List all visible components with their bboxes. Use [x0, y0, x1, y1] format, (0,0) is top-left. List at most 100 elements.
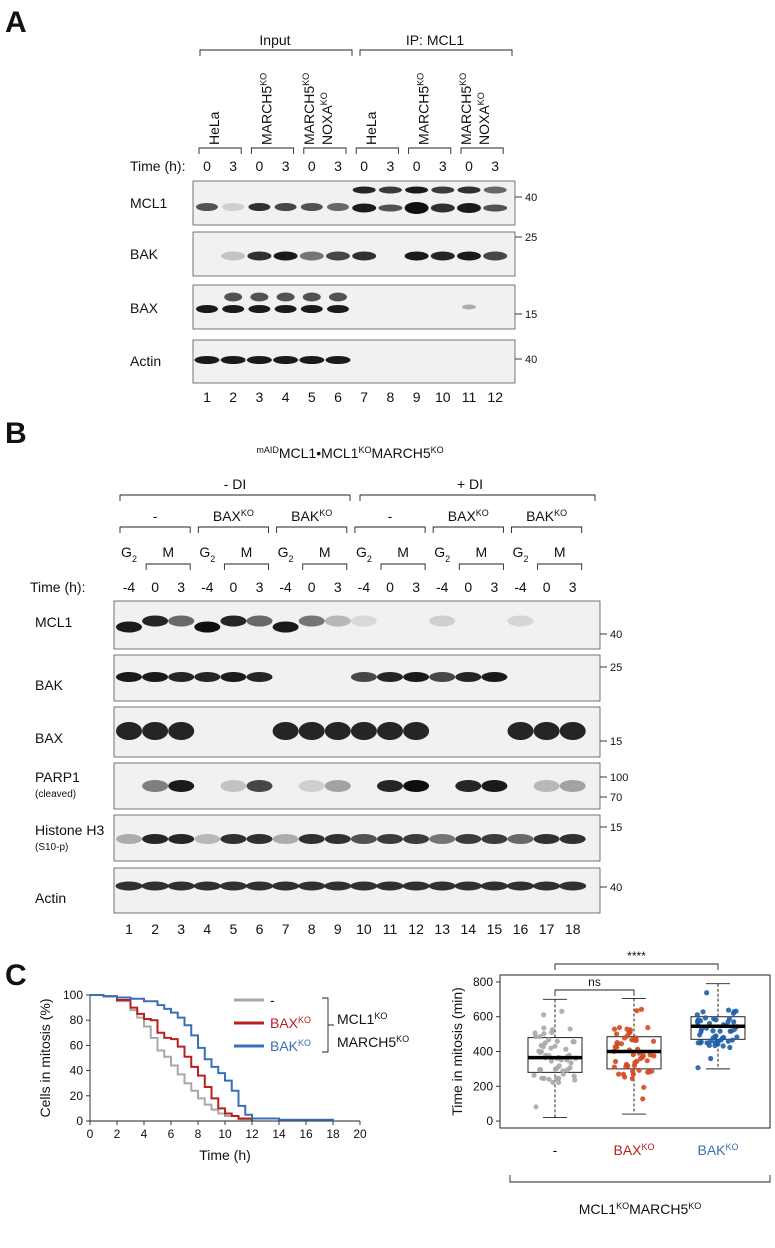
- lane-number-a: 6: [334, 389, 342, 405]
- box-dot: [734, 1034, 740, 1040]
- cell-line-label-2: MARCH5KO: [301, 73, 317, 145]
- phase-m-label: M: [476, 544, 488, 560]
- cell-line-label-3: NOXAKO: [319, 92, 335, 145]
- lane-pair-bracket: [303, 147, 347, 154]
- box-dot: [537, 1049, 544, 1055]
- box-dot: [541, 1025, 547, 1031]
- b-h3-band: [481, 834, 508, 844]
- survival-x-tick-label: 14: [272, 1127, 286, 1141]
- box-dot: [531, 1072, 537, 1078]
- b-parp1-band: [298, 780, 325, 792]
- blot-sublabel-b-4: (S10-p): [35, 842, 68, 853]
- b-h3-band: [324, 834, 351, 844]
- lane-number-a: 8: [387, 389, 395, 405]
- box-dot: [546, 1037, 552, 1043]
- b-bax-band: [350, 722, 377, 740]
- box-dot: [554, 1038, 560, 1044]
- b-h3-band: [194, 834, 221, 844]
- box-category-2: BAKKO: [697, 1142, 738, 1158]
- mcl1-band: [222, 203, 245, 211]
- bracket-ip: [359, 49, 513, 56]
- b-bak-band: [350, 672, 377, 682]
- box-group-bracket: [509, 1175, 771, 1183]
- treatment-minus-di: - DI: [224, 476, 247, 492]
- box-dot: [720, 1035, 726, 1041]
- phase-m-label: M: [162, 544, 174, 560]
- cell-line-label-6: MARCH5KO: [458, 73, 474, 145]
- time-value-a: 3: [387, 158, 395, 174]
- box-dot: [638, 1006, 645, 1012]
- b-bak-band: [246, 672, 273, 682]
- box-dot: [717, 1028, 723, 1034]
- box-dot: [706, 1042, 712, 1049]
- blot-label-b-2: BAX: [35, 730, 64, 746]
- survival-x-tick-label: 2: [114, 1127, 121, 1141]
- lane-number-a: 12: [487, 389, 503, 405]
- box-dot: [572, 1077, 578, 1083]
- box-dot: [645, 1069, 651, 1075]
- mw-marker-b: 100: [610, 772, 628, 784]
- box-dot: [640, 1096, 646, 1102]
- actin-band: [299, 356, 325, 364]
- mw-marker: 25: [525, 232, 537, 244]
- bax-lower-band: [248, 305, 271, 313]
- box-dot: [720, 1043, 726, 1049]
- b-parp1-band: [246, 780, 273, 792]
- b-mcl1-band: [429, 615, 456, 627]
- b-actin-band: [167, 881, 195, 891]
- box-dot: [611, 1026, 618, 1032]
- bak-band: [430, 251, 455, 261]
- blot-b-3: [113, 762, 601, 810]
- b-bax-band: [142, 722, 169, 740]
- bax-faint-band: [462, 304, 476, 310]
- blot-label-b-5: Actin: [35, 890, 66, 906]
- actin-band: [246, 356, 272, 364]
- box-dot: [550, 1079, 556, 1085]
- bracket-input: [199, 49, 353, 56]
- genotype-label-3: -: [388, 508, 393, 524]
- survival-y-tick-label: 60: [70, 1038, 84, 1052]
- lane-number-b: 9: [334, 921, 342, 937]
- time-value-b: 0: [230, 579, 238, 595]
- b-mcl1-band: [298, 615, 325, 627]
- survival-curve-1: [90, 994, 253, 1121]
- box-dot: [533, 1104, 539, 1110]
- time-value-b: 0: [464, 579, 472, 595]
- lane-number-b: 14: [461, 921, 477, 937]
- b-actin-band: [454, 881, 482, 891]
- b-mcl1-band: [142, 615, 169, 627]
- time-value-a: 0: [203, 158, 211, 174]
- lane-number-b: 12: [408, 921, 424, 937]
- bak-band: [326, 251, 350, 261]
- lane-number-b: 15: [487, 921, 503, 937]
- b-actin-band: [193, 881, 221, 891]
- box-dot: [567, 1026, 573, 1032]
- cell-line-label-1: MARCH5KO: [258, 73, 274, 145]
- lane-number-b: 11: [383, 921, 398, 937]
- blot-label-bak: BAK: [130, 246, 159, 262]
- box-y-tick-label: 400: [473, 1045, 493, 1059]
- cell-line-label-group: HeLa: [206, 111, 222, 145]
- cell-line-label-7: NOXAKO: [476, 92, 492, 145]
- b-mcl1-band: [507, 615, 534, 627]
- mcl1-upper-band: [457, 186, 481, 194]
- box-dot: [629, 1075, 635, 1082]
- box-dot: [564, 1067, 570, 1073]
- group-label-ip: IP: MCL1: [406, 32, 465, 48]
- time-label-a: Time (h):: [130, 158, 185, 174]
- genotype-bracket: [511, 526, 583, 533]
- b-parp1-band: [168, 780, 195, 792]
- b-parp1-band: [142, 780, 169, 792]
- mw-marker: 40: [525, 354, 537, 366]
- b-parp1-band: [377, 780, 403, 792]
- b-bak-band: [168, 672, 195, 682]
- actin-band: [273, 356, 299, 364]
- time-value-a: 0: [360, 158, 368, 174]
- box-category-0: -: [553, 1142, 558, 1158]
- survival-x-tick-label: 4: [141, 1127, 148, 1141]
- box-dot: [571, 1073, 577, 1079]
- box-dot: [611, 1064, 617, 1070]
- b-bax-band: [507, 722, 534, 740]
